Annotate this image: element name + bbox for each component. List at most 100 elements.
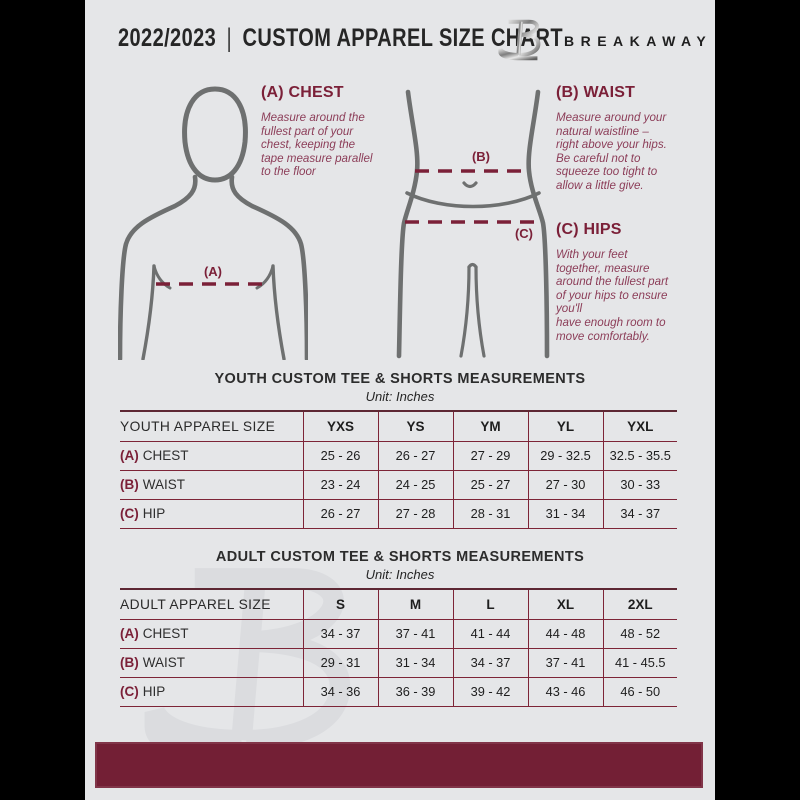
header-divider: | — [226, 23, 233, 53]
header-year: 2022/2023 — [118, 24, 217, 52]
table-cell: 27 - 28 — [377, 499, 453, 528]
table-cell: 26 - 27 — [302, 499, 378, 528]
youth-table-unit: Unit: Inches — [365, 389, 435, 404]
table-cell: 39 - 42 — [452, 677, 528, 706]
table-row: (C) HIP 34 - 36 36 - 39 39 - 42 43 - 46 4… — [120, 677, 677, 706]
youth-size-table: YOUTH APPAREL SIZE YXS YS YM YL YXL (A) C… — [120, 410, 677, 529]
youth-size-col-ym: YM — [452, 411, 528, 441]
youth-hip-row-label: (C) HIP — [120, 499, 303, 528]
table-cell: 28 - 31 — [452, 499, 528, 528]
table-cell: 24 - 25 — [377, 470, 453, 499]
size-chart-page: 2022/2023 | CUSTOM APPAREL SIZE CHART BR… — [85, 0, 715, 800]
adult-table-unit: Unit: Inches — [365, 567, 435, 582]
row-prefix: (A) — [120, 448, 139, 463]
adult-size-col-l: L — [452, 589, 528, 619]
table-cell: 32.5 - 35.5 — [602, 441, 677, 470]
chest-instructions: (A) CHEST Measure around the fullest par… — [261, 84, 421, 179]
table-row: (B) WAIST 23 - 24 24 - 25 25 - 27 27 - 30… — [120, 470, 677, 499]
hips-figure-illustration: (B) (C) — [396, 89, 550, 359]
adult-size-col-m: M — [377, 589, 453, 619]
youth-waist-row-label: (B) WAIST — [120, 470, 303, 499]
row-name: CHEST — [142, 448, 189, 463]
table-cell: 48 - 52 — [602, 619, 677, 648]
row-name: WAIST — [142, 655, 185, 670]
chest-description: Measure around the fullest part of your … — [261, 111, 373, 179]
row-prefix: (A) — [120, 626, 139, 641]
table-cell: 37 - 41 — [527, 648, 603, 677]
chest-figure-illustration: (A) — [118, 86, 308, 360]
table-cell: 25 - 27 — [452, 470, 528, 499]
table-row: (A) CHEST 34 - 37 37 - 41 41 - 44 44 - 48… — [120, 619, 677, 648]
table-cell: 34 - 37 — [452, 648, 528, 677]
table-cell: 34 - 37 — [302, 619, 378, 648]
hips-title: (C) HIPS — [556, 221, 622, 238]
row-name: CHEST — [142, 626, 189, 641]
figure-head-outline — [182, 86, 248, 183]
table-cell: 29 - 32.5 — [527, 441, 603, 470]
row-prefix: (C) — [120, 684, 139, 699]
waist-description: Measure around your natural waistline – … — [556, 111, 667, 192]
hips-description: With your feet together, measure around … — [556, 248, 669, 343]
footer-accent-bar — [95, 742, 703, 788]
table-row: (B) WAIST 29 - 31 31 - 34 34 - 37 37 - 41… — [120, 648, 677, 677]
table-cell: 41 - 45.5 — [602, 648, 677, 677]
youth-size-col-yl: YL — [527, 411, 603, 441]
adult-size-table: ADULT APPAREL SIZE S M L XL 2XL (A) CHEST… — [120, 588, 677, 707]
row-name: HIP — [142, 506, 166, 521]
chest-marker-label: (A) — [204, 264, 222, 279]
figure-navel-mark — [462, 181, 478, 189]
table-row: (A) CHEST 25 - 26 26 - 27 27 - 29 29 - 32… — [120, 441, 677, 470]
youth-table-title: YOUTH CUSTOM TEE & SHORTS MEASUREMENTS — [214, 371, 586, 387]
adult-table-corner-label: ADULT APPAREL SIZE — [120, 596, 271, 612]
figure-hip-curve — [405, 191, 541, 209]
waist-instructions: (B) WAIST Measure around your natural wa… — [556, 84, 701, 193]
breakaway-b-logo-icon — [498, 19, 541, 61]
row-name: WAIST — [142, 477, 185, 492]
table-cell: 27 - 30 — [527, 470, 603, 499]
table-cell: 29 - 31 — [302, 648, 378, 677]
hips-marker-label: (C) — [515, 226, 533, 241]
table-row: (C) HIP 26 - 27 27 - 28 28 - 31 31 - 34 3… — [120, 499, 677, 528]
youth-table-header-row: YOUTH APPAREL SIZE YXS YS YM YL YXL — [120, 411, 677, 441]
table-cell: 41 - 44 — [452, 619, 528, 648]
youth-size-col-ys: YS — [377, 411, 453, 441]
adult-size-col-xl: XL — [527, 589, 603, 619]
header-title-group: 2022/2023 | CUSTOM APPAREL SIZE CHART — [118, 23, 563, 53]
table-cell: 27 - 29 — [452, 441, 528, 470]
table-cell: 26 - 27 — [377, 441, 453, 470]
table-cell: 46 - 50 — [602, 677, 677, 706]
adult-chest-row-label: (A) CHEST — [120, 619, 303, 648]
table-cell: 30 - 33 — [602, 470, 677, 499]
hips-instructions: (C) HIPS With your feet together, measur… — [556, 221, 706, 343]
youth-chest-row-label: (A) CHEST — [120, 441, 303, 470]
youth-size-col-yxs: YXS — [302, 411, 378, 441]
adult-size-col-2xl: 2XL — [602, 589, 677, 619]
adult-waist-row-label: (B) WAIST — [120, 648, 303, 677]
table-cell: 43 - 46 — [527, 677, 603, 706]
chest-title: (A) CHEST — [261, 84, 344, 101]
youth-size-col-yxl: YXL — [602, 411, 677, 441]
waist-title: (B) WAIST — [556, 84, 636, 101]
adult-size-col-s: S — [302, 589, 378, 619]
row-prefix: (C) — [120, 506, 139, 521]
table-cell: 44 - 48 — [527, 619, 603, 648]
adult-table-title: ADULT CUSTOM TEE & SHORTS MEASUREMENTS — [215, 549, 585, 565]
table-cell: 37 - 41 — [377, 619, 453, 648]
table-cell: 31 - 34 — [377, 648, 453, 677]
table-cell: 31 - 34 — [527, 499, 603, 528]
row-name: HIP — [142, 684, 166, 699]
table-cell: 23 - 24 — [302, 470, 378, 499]
waist-marker-label: (B) — [472, 149, 490, 164]
table-cell: 36 - 39 — [377, 677, 453, 706]
table-cell: 34 - 37 — [602, 499, 677, 528]
page-title: CUSTOM APPAREL SIZE CHART — [242, 24, 563, 52]
row-prefix: (B) — [120, 477, 139, 492]
brand-name: BREAKAWAY — [564, 33, 713, 49]
youth-table-corner-label: YOUTH APPAREL SIZE — [120, 418, 276, 434]
adult-hip-row-label: (C) HIP — [120, 677, 303, 706]
table-cell: 34 - 36 — [302, 677, 378, 706]
table-cell: 25 - 26 — [302, 441, 378, 470]
adult-table-header-row: ADULT APPAREL SIZE S M L XL 2XL — [120, 589, 677, 619]
row-prefix: (B) — [120, 655, 139, 670]
